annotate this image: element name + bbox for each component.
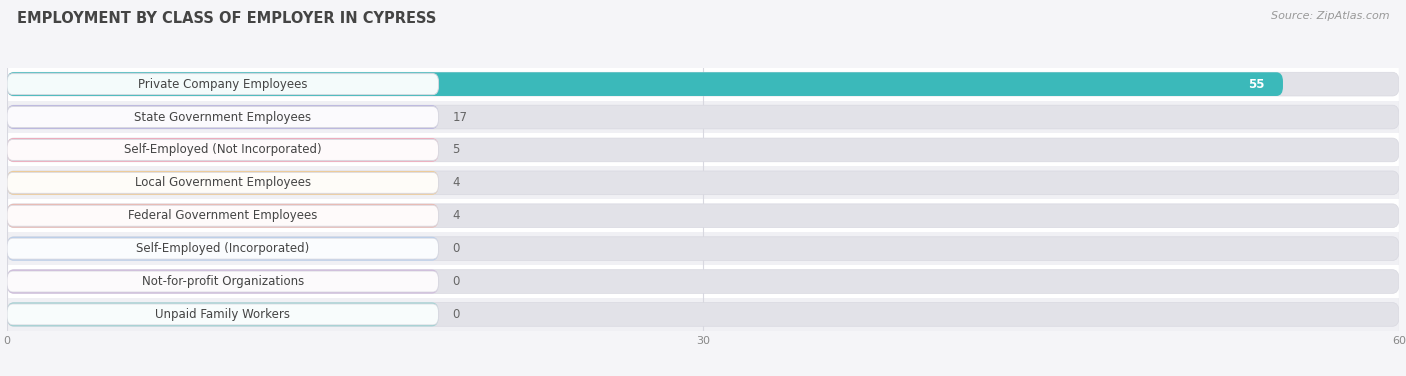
- FancyBboxPatch shape: [7, 204, 1399, 227]
- FancyBboxPatch shape: [7, 238, 439, 259]
- Bar: [7, 133, 1399, 167]
- FancyBboxPatch shape: [7, 138, 1399, 162]
- Text: 4: 4: [453, 209, 460, 222]
- Text: EMPLOYMENT BY CLASS OF EMPLOYER IN CYPRESS: EMPLOYMENT BY CLASS OF EMPLOYER IN CYPRE…: [17, 11, 436, 26]
- Bar: [7, 167, 1399, 199]
- Text: State Government Employees: State Government Employees: [134, 111, 311, 124]
- Text: Private Company Employees: Private Company Employees: [138, 77, 308, 91]
- FancyBboxPatch shape: [7, 171, 1399, 195]
- Text: 17: 17: [453, 111, 467, 124]
- FancyBboxPatch shape: [7, 204, 439, 227]
- Text: Self-Employed (Not Incorporated): Self-Employed (Not Incorporated): [124, 143, 322, 156]
- Text: Local Government Employees: Local Government Employees: [135, 176, 311, 190]
- FancyBboxPatch shape: [7, 105, 439, 129]
- Text: 55: 55: [1249, 77, 1264, 91]
- Text: Not-for-profit Organizations: Not-for-profit Organizations: [142, 275, 304, 288]
- FancyBboxPatch shape: [7, 270, 1399, 293]
- Bar: [7, 68, 1399, 101]
- Bar: [7, 298, 1399, 331]
- Bar: [7, 265, 1399, 298]
- FancyBboxPatch shape: [7, 105, 1399, 129]
- FancyBboxPatch shape: [7, 171, 439, 195]
- Text: 0: 0: [453, 242, 460, 255]
- Text: 4: 4: [453, 176, 460, 190]
- Bar: [7, 101, 1399, 133]
- FancyBboxPatch shape: [7, 303, 1399, 326]
- Text: Federal Government Employees: Federal Government Employees: [128, 209, 318, 222]
- FancyBboxPatch shape: [7, 303, 439, 326]
- Text: 0: 0: [453, 308, 460, 321]
- Text: 0: 0: [453, 275, 460, 288]
- Text: 5: 5: [453, 143, 460, 156]
- FancyBboxPatch shape: [7, 270, 439, 293]
- Text: Self-Employed (Incorporated): Self-Employed (Incorporated): [136, 242, 309, 255]
- FancyBboxPatch shape: [7, 237, 439, 261]
- FancyBboxPatch shape: [7, 72, 1284, 96]
- FancyBboxPatch shape: [7, 106, 439, 127]
- Bar: [7, 232, 1399, 265]
- FancyBboxPatch shape: [7, 172, 439, 193]
- Bar: [7, 199, 1399, 232]
- FancyBboxPatch shape: [7, 304, 439, 325]
- Text: Unpaid Family Workers: Unpaid Family Workers: [155, 308, 290, 321]
- Text: Source: ZipAtlas.com: Source: ZipAtlas.com: [1271, 11, 1389, 21]
- FancyBboxPatch shape: [7, 72, 1399, 96]
- FancyBboxPatch shape: [7, 271, 439, 292]
- FancyBboxPatch shape: [7, 139, 439, 161]
- FancyBboxPatch shape: [7, 237, 1399, 261]
- FancyBboxPatch shape: [7, 138, 439, 162]
- FancyBboxPatch shape: [7, 205, 439, 226]
- FancyBboxPatch shape: [7, 74, 439, 95]
